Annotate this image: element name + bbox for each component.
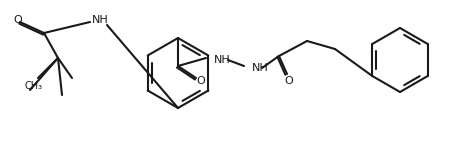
Text: NH: NH	[214, 55, 231, 65]
Text: O: O	[197, 76, 205, 86]
Text: CH₃: CH₃	[25, 81, 43, 91]
Text: O: O	[14, 15, 23, 25]
Text: NH: NH	[252, 63, 269, 73]
Text: NH: NH	[92, 15, 109, 25]
Text: O: O	[284, 76, 293, 86]
